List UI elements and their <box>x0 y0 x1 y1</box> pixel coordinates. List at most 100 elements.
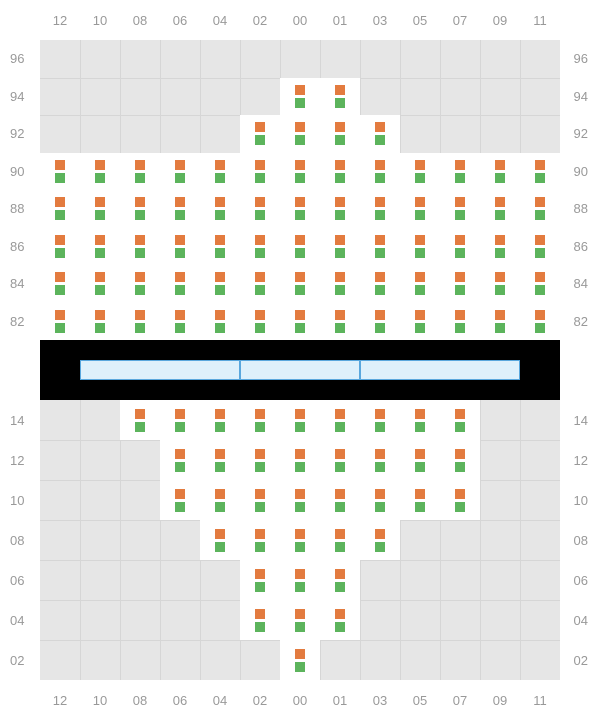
cell-t-84-09[interactable] <box>480 265 520 303</box>
cell-t-90-09[interactable] <box>480 153 520 191</box>
cell-t-84-12[interactable] <box>40 265 80 303</box>
cell-b-10-03[interactable] <box>360 480 400 520</box>
cell-t-92-03[interactable] <box>360 115 400 153</box>
cell-b-08-04[interactable] <box>200 520 240 560</box>
cell-t-82-05[interactable] <box>400 303 440 341</box>
cell-t-90-11[interactable] <box>520 153 560 191</box>
cell-t-84-08[interactable] <box>120 265 160 303</box>
cell-b-08-00[interactable] <box>280 520 320 560</box>
cell-t-88-00[interactable] <box>280 190 320 228</box>
cell-t-84-01[interactable] <box>320 265 360 303</box>
cell-t-90-07[interactable] <box>440 153 480 191</box>
cell-b-12-07[interactable] <box>440 440 480 480</box>
cell-b-12-00[interactable] <box>280 440 320 480</box>
cell-b-12-02[interactable] <box>240 440 280 480</box>
cell-t-86-06[interactable] <box>160 228 200 266</box>
cell-t-82-04[interactable] <box>200 303 240 341</box>
cell-b-10-01[interactable] <box>320 480 360 520</box>
cell-t-86-03[interactable] <box>360 228 400 266</box>
cell-t-82-08[interactable] <box>120 303 160 341</box>
cell-t-86-08[interactable] <box>120 228 160 266</box>
cell-t-88-12[interactable] <box>40 190 80 228</box>
cell-t-92-02[interactable] <box>240 115 280 153</box>
cell-t-84-02[interactable] <box>240 265 280 303</box>
cell-t-90-08[interactable] <box>120 153 160 191</box>
cell-b-12-01[interactable] <box>320 440 360 480</box>
cell-b-10-06[interactable] <box>160 480 200 520</box>
cell-t-84-05[interactable] <box>400 265 440 303</box>
cell-b-08-02[interactable] <box>240 520 280 560</box>
cell-t-90-02[interactable] <box>240 153 280 191</box>
cell-t-86-04[interactable] <box>200 228 240 266</box>
cell-b-12-05[interactable] <box>400 440 440 480</box>
cell-b-10-00[interactable] <box>280 480 320 520</box>
cell-t-82-11[interactable] <box>520 303 560 341</box>
cell-b-14-03[interactable] <box>360 400 400 440</box>
cell-t-90-01[interactable] <box>320 153 360 191</box>
cell-t-90-00[interactable] <box>280 153 320 191</box>
cell-t-88-11[interactable] <box>520 190 560 228</box>
cell-t-82-01[interactable] <box>320 303 360 341</box>
cell-b-14-01[interactable] <box>320 400 360 440</box>
cell-t-86-01[interactable] <box>320 228 360 266</box>
cell-t-88-09[interactable] <box>480 190 520 228</box>
cell-b-14-00[interactable] <box>280 400 320 440</box>
cell-b-06-02[interactable] <box>240 560 280 600</box>
cell-t-90-10[interactable] <box>80 153 120 191</box>
cell-b-14-05[interactable] <box>400 400 440 440</box>
cell-b-14-07[interactable] <box>440 400 480 440</box>
cell-t-86-05[interactable] <box>400 228 440 266</box>
cell-b-10-04[interactable] <box>200 480 240 520</box>
cell-b-14-06[interactable] <box>160 400 200 440</box>
cell-t-88-03[interactable] <box>360 190 400 228</box>
cell-b-12-03[interactable] <box>360 440 400 480</box>
cell-b-04-00[interactable] <box>280 600 320 640</box>
cell-t-90-12[interactable] <box>40 153 80 191</box>
cell-t-82-12[interactable] <box>40 303 80 341</box>
cell-t-82-06[interactable] <box>160 303 200 341</box>
cell-t-90-03[interactable] <box>360 153 400 191</box>
cell-t-84-11[interactable] <box>520 265 560 303</box>
cell-t-82-10[interactable] <box>80 303 120 341</box>
cell-b-10-07[interactable] <box>440 480 480 520</box>
cell-t-82-03[interactable] <box>360 303 400 341</box>
cell-b-02-00[interactable] <box>280 640 320 680</box>
cell-t-84-03[interactable] <box>360 265 400 303</box>
cell-b-12-06[interactable] <box>160 440 200 480</box>
cell-t-88-08[interactable] <box>120 190 160 228</box>
cell-t-94-00[interactable] <box>280 78 320 116</box>
cell-t-86-12[interactable] <box>40 228 80 266</box>
cell-t-90-06[interactable] <box>160 153 200 191</box>
cell-t-88-06[interactable] <box>160 190 200 228</box>
cell-t-84-06[interactable] <box>160 265 200 303</box>
cell-t-88-01[interactable] <box>320 190 360 228</box>
cell-t-94-01[interactable] <box>320 78 360 116</box>
cell-b-14-04[interactable] <box>200 400 240 440</box>
cell-b-06-01[interactable] <box>320 560 360 600</box>
cell-b-10-02[interactable] <box>240 480 280 520</box>
cell-t-90-04[interactable] <box>200 153 240 191</box>
cell-t-86-07[interactable] <box>440 228 480 266</box>
cell-t-84-07[interactable] <box>440 265 480 303</box>
cell-b-14-08[interactable] <box>120 400 160 440</box>
cell-t-84-04[interactable] <box>200 265 240 303</box>
cell-t-82-09[interactable] <box>480 303 520 341</box>
cell-t-86-09[interactable] <box>480 228 520 266</box>
cell-b-10-05[interactable] <box>400 480 440 520</box>
cell-t-92-01[interactable] <box>320 115 360 153</box>
cell-t-82-07[interactable] <box>440 303 480 341</box>
cell-b-12-04[interactable] <box>200 440 240 480</box>
cell-b-04-01[interactable] <box>320 600 360 640</box>
cell-t-88-10[interactable] <box>80 190 120 228</box>
cell-t-88-02[interactable] <box>240 190 280 228</box>
cell-t-86-02[interactable] <box>240 228 280 266</box>
cell-t-90-05[interactable] <box>400 153 440 191</box>
cell-t-84-10[interactable] <box>80 265 120 303</box>
cell-t-86-00[interactable] <box>280 228 320 266</box>
cell-t-86-11[interactable] <box>520 228 560 266</box>
cell-b-08-01[interactable] <box>320 520 360 560</box>
cell-b-14-02[interactable] <box>240 400 280 440</box>
cell-t-86-10[interactable] <box>80 228 120 266</box>
cell-t-84-00[interactable] <box>280 265 320 303</box>
cell-t-82-02[interactable] <box>240 303 280 341</box>
